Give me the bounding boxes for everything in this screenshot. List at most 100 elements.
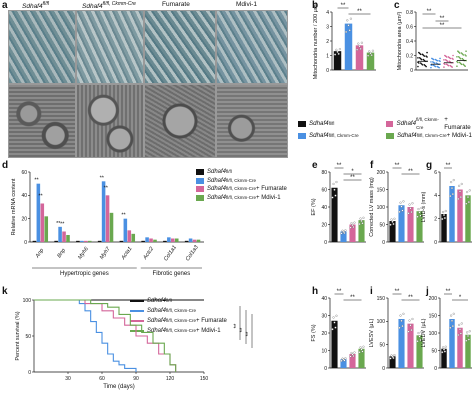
bar-g-1 [449, 186, 455, 242]
ytick-label-j-3: 150 [429, 313, 438, 319]
point-i-1-0 [398, 326, 401, 329]
bar-d-2-3 [87, 240, 92, 242]
bar-d-5-2 [149, 238, 153, 242]
legend-d-fum-main: Sdhaf4 [207, 186, 227, 192]
bar-d-2-1 [80, 240, 84, 242]
histology-image-3 [144, 10, 216, 84]
point-j-2-0 [457, 333, 460, 337]
sig-label-c-2: ** [440, 23, 445, 29]
ytick-label-b-2: 2 [326, 39, 329, 45]
point-j-3-0 [465, 339, 468, 342]
bar-g-3 [465, 195, 471, 242]
legend-swatch-fum [386, 121, 394, 127]
sig-label-k-1: ** [240, 327, 246, 332]
ytick-label-c-4: 0.8 [406, 10, 413, 16]
legend-ko-main: Sdhaf4 [309, 132, 329, 139]
dot-c-3-22 [456, 56, 458, 58]
point-i-2-3 [410, 329, 413, 332]
point-b-1-1 [346, 19, 349, 22]
bar-i-1 [398, 319, 405, 368]
bar-b-3 [366, 52, 375, 70]
ytick-label-h-2: 20 [321, 331, 327, 337]
sig-label-d-6: ** [121, 213, 126, 219]
point-b-3-3 [370, 54, 373, 57]
col-label-3: Fumarate [162, 1, 190, 8]
bar-j-3 [465, 334, 471, 368]
point-b-2-2 [358, 45, 361, 48]
ytick-label-e-1: 20 [321, 222, 327, 228]
point-b-0-2 [336, 50, 339, 53]
col-label-1-sup: fl/fl [42, 1, 49, 7]
point-i-1-2 [400, 319, 403, 322]
bar-j-1 [449, 319, 455, 368]
point-i-2-4 [411, 317, 414, 321]
point-g-2-3 [459, 196, 462, 199]
legend-k-ko-sup: fl/fl, Ckmm-Cre [166, 308, 197, 313]
xtick-label-d-3: Myh7 [99, 245, 112, 260]
dot-c-3-23 [462, 54, 465, 56]
ytick-label-c-2: 0.4 [406, 39, 413, 45]
dot-c-1-0 [430, 66, 432, 69]
legend-d-mdivi-suffix: + Mdivi-1 [256, 194, 281, 201]
legend-ko-sup: fl/fl, Ckmm-Cre [328, 133, 359, 138]
dot-c-3-14 [465, 55, 467, 57]
point-f-2-3 [410, 211, 413, 214]
dot-c-2-25 [452, 54, 454, 57]
ytick-label-j-1: 50 [431, 348, 437, 354]
point-f-2-2 [409, 207, 412, 210]
legend-k-line-fum [130, 320, 144, 322]
bar-e-3 [358, 220, 365, 242]
bar-d-6-2 [171, 238, 175, 242]
bar-d-4-1 [123, 218, 128, 242]
dot-c-1-23 [436, 59, 439, 62]
ytick-label-j-4: 200 [429, 296, 438, 302]
bar-j-0 [441, 348, 447, 368]
panel-letter-f: f [370, 160, 374, 171]
point-b-0-4 [338, 48, 341, 51]
point-h-0-0 [331, 328, 334, 331]
point-f-0-2 [391, 220, 394, 223]
bar-d-2-2 [84, 240, 88, 242]
point-e-2-3 [352, 225, 355, 229]
point-h-1-4 [344, 357, 347, 360]
panel-letter-e: e [312, 160, 318, 171]
ytick-label-e-4: 80 [321, 170, 327, 176]
dot-c-3-19 [457, 61, 459, 64]
point-i-3-4 [420, 330, 423, 333]
histology-image-4 [216, 10, 288, 84]
panel-letter-g: g [426, 160, 433, 171]
ytick-label-g-2: 4 [434, 193, 437, 199]
bar-i-3 [416, 335, 423, 368]
legend-k-item-ko: Sdhaf4 fl/fl, Ckmm-Cre [130, 306, 250, 316]
dot-c-3-25 [465, 50, 467, 52]
point-i-0-0 [389, 357, 392, 360]
sig-label-d-1: ** [38, 194, 43, 200]
point-h-0-4 [335, 314, 338, 317]
legend-k-fum-sup: fl/fl, Ckmm-Cre [166, 318, 197, 323]
point-j-3-4 [468, 330, 471, 333]
bar-d-7-1 [188, 238, 193, 242]
point-g-3-3 [467, 201, 470, 204]
sig-label-j-0: ** [446, 289, 451, 295]
point-e-0-2 [333, 188, 336, 191]
point-e-1-3 [343, 231, 346, 235]
ytick-label-c-1: 0.2 [406, 53, 413, 59]
bar-d-0-1 [36, 183, 41, 242]
bar-b-2 [355, 45, 364, 70]
legend-d-swatch-ctrl [196, 169, 204, 176]
point-f-2-0 [407, 212, 410, 215]
ytick-label-i-2: 100 [377, 319, 386, 325]
xtick-label-d-0: Anp [34, 248, 45, 260]
point-h-0-3 [334, 326, 337, 329]
bar-d-3-3 [109, 212, 114, 242]
bar-d-0-3 [44, 216, 49, 242]
dot-c-0-21 [420, 58, 423, 61]
legend-d-ctrl-main: Sdhaf4 [207, 169, 227, 175]
xtick-label-d-4: Acta1 [120, 246, 134, 262]
point-g-0-4 [444, 209, 447, 213]
point-e-3-4 [362, 216, 365, 219]
point-b-2-4 [360, 41, 363, 44]
bar-d-1-0 [54, 240, 58, 242]
ylabel-h: FS (%) [311, 324, 317, 341]
panel-letter-k: k [2, 286, 8, 297]
